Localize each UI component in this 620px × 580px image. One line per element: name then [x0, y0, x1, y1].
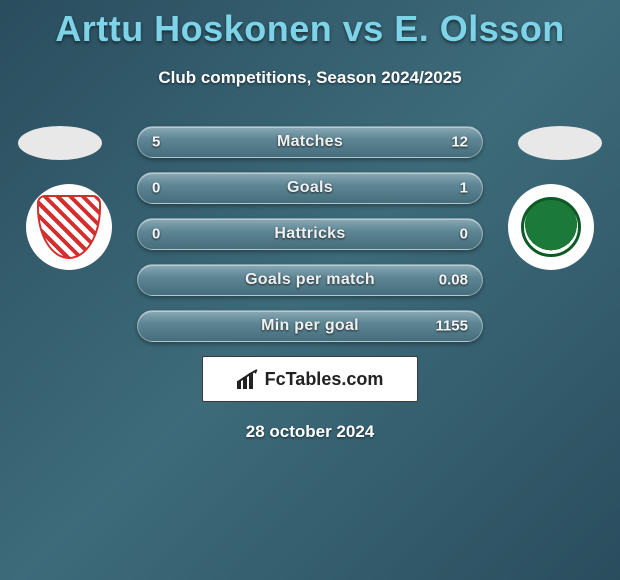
- date-label: 28 october 2024: [0, 422, 620, 442]
- stat-row-matches: 5 Matches 12: [137, 126, 483, 158]
- chart-icon: [237, 369, 259, 389]
- brand-box: FcTables.com: [202, 356, 418, 402]
- club-badge-right-art: [521, 197, 581, 257]
- stat-left-value: 0: [152, 180, 160, 197]
- club-badge-left: [26, 184, 112, 270]
- stat-right-value: 12: [451, 134, 468, 151]
- player-photo-right: [518, 126, 602, 160]
- stat-label: Matches: [277, 133, 343, 151]
- stat-left-value: 0: [152, 226, 160, 243]
- stat-label: Min per goal: [261, 317, 359, 335]
- stat-row-goals: 0 Goals 1: [137, 172, 483, 204]
- stat-right-value: 0: [460, 226, 468, 243]
- stat-right-value: 0.08: [439, 272, 468, 289]
- stat-rows: 5 Matches 12 0 Goals 1 0 Hattricks 0 Goa…: [137, 126, 483, 342]
- club-badge-left-art: [37, 195, 101, 259]
- stat-right-value: 1155: [435, 318, 468, 335]
- brand-text: FcTables.com: [265, 369, 384, 390]
- stats-area: 5 Matches 12 0 Goals 1 0 Hattricks 0 Goa…: [0, 126, 620, 442]
- page-subtitle: Club competitions, Season 2024/2025: [0, 68, 620, 88]
- player-photo-left: [18, 126, 102, 160]
- stat-row-hattricks: 0 Hattricks 0: [137, 218, 483, 250]
- stat-label: Goals: [287, 179, 333, 197]
- stat-left-value: 5: [152, 134, 160, 151]
- stat-row-goals-per-match: Goals per match 0.08: [137, 264, 483, 296]
- page-title: Arttu Hoskonen vs E. Olsson: [0, 0, 620, 50]
- stat-label: Hattricks: [274, 225, 345, 243]
- stat-row-min-per-goal: Min per goal 1155: [137, 310, 483, 342]
- stat-right-value: 1: [460, 180, 468, 197]
- club-badge-right: [508, 184, 594, 270]
- stat-label: Goals per match: [245, 271, 375, 289]
